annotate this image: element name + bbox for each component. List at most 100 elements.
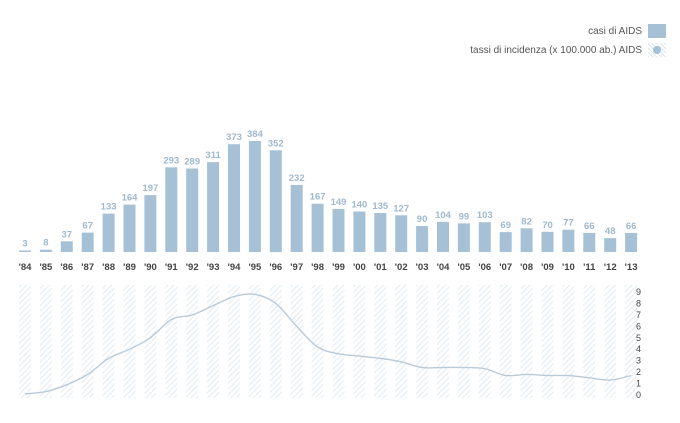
rate-background-column <box>39 285 52 398</box>
rate-background-column <box>228 285 240 398</box>
case-bar <box>144 195 157 252</box>
case-bar-value-label: 149 <box>331 197 347 208</box>
case-bar-value-label: 311 <box>205 150 221 161</box>
rate-background-column <box>102 285 115 398</box>
case-bar-value-label: 66 <box>584 221 595 232</box>
case-bar <box>332 208 345 252</box>
case-bar-value-label: 167 <box>310 192 326 203</box>
case-bar-value-label: 104 <box>435 210 452 221</box>
case-bar <box>39 249 52 252</box>
case-bar <box>186 168 199 252</box>
case-bar-value-label: 99 <box>459 211 470 222</box>
rate-background-column <box>395 285 408 398</box>
case-bar-value-label: 66 <box>626 221 637 232</box>
x-axis-year-label: '01 <box>374 262 388 273</box>
rate-background-column <box>562 285 575 398</box>
case-bar-value-label: 352 <box>268 138 284 149</box>
x-axis-year-label: '88 <box>102 262 115 273</box>
case-bar-value-label: 77 <box>563 218 574 229</box>
case-bar-value-label: 293 <box>163 155 179 166</box>
case-bar-value-label: 127 <box>393 203 409 214</box>
x-axis-year-label: '89 <box>123 262 136 273</box>
case-bar-value-label: 69 <box>500 220 511 231</box>
case-bar-value-label: 37 <box>62 229 73 240</box>
legend-cases-swatch <box>648 24 666 38</box>
case-bar-value-label: 90 <box>417 214 428 225</box>
rate-background-column <box>416 285 429 398</box>
case-bar <box>374 213 387 252</box>
rate-y-tick-label: 8 <box>636 298 641 308</box>
rate-background-column <box>290 285 303 398</box>
legend-cases: casi di AIDS <box>588 24 666 38</box>
rate-background-column <box>144 285 157 398</box>
case-bar-value-label: 133 <box>101 202 117 213</box>
x-axis-year-label: '06 <box>478 262 491 273</box>
case-bar <box>625 232 638 252</box>
x-axis-year-label: '03 <box>416 262 429 273</box>
rate-background-column <box>165 285 178 398</box>
x-axis-year-label: '94 <box>228 262 242 273</box>
rate-y-axis: 01 23 45 67 89 <box>636 287 641 400</box>
x-axis-year-label: '02 <box>395 262 408 273</box>
rate-background-column <box>19 285 31 398</box>
x-axis-year-label: '13 <box>625 262 638 273</box>
case-bar <box>457 223 470 252</box>
case-bar-value-label: 289 <box>184 157 200 168</box>
rate-background-column <box>374 285 387 398</box>
case-bar <box>562 229 575 252</box>
rate-background-column <box>457 285 470 398</box>
case-bar <box>395 215 408 252</box>
x-axis-year-label: '93 <box>207 262 220 273</box>
case-bar <box>228 144 240 252</box>
case-bar <box>290 184 303 252</box>
case-bar-value-label: 232 <box>289 173 305 184</box>
x-axis-year-label: '91 <box>165 262 179 273</box>
x-axis-year-label: '92 <box>186 262 199 273</box>
case-bar <box>541 231 554 252</box>
case-bar <box>437 221 449 252</box>
x-axis-year-label: '11 <box>583 262 596 273</box>
case-bar <box>165 167 178 252</box>
rate-y-tick-label: 4 <box>636 344 641 354</box>
rate-y-tick-label: 6 <box>636 321 641 331</box>
rate-background-column <box>353 285 366 398</box>
rate-background-column <box>541 285 554 398</box>
case-bar <box>81 232 94 252</box>
rate-background-columns <box>19 285 638 398</box>
x-axis-labels: '84 '85 '86 '87 '88 '89 '90 '91 '92 '93 '94 '95 '96 '… <box>19 262 638 273</box>
case-bar <box>19 250 31 252</box>
x-axis-year-label: '85 <box>39 262 53 273</box>
rate-background-column <box>625 285 638 398</box>
case-bar <box>123 204 136 252</box>
x-axis-year-label: '08 <box>520 262 533 273</box>
case-bar <box>248 141 261 252</box>
x-axis-year-label: '95 <box>248 262 262 273</box>
rate-y-tick-label: 0 <box>636 390 641 400</box>
rate-y-tick-label: 3 <box>636 356 641 366</box>
case-bar-value-label: 48 <box>605 226 616 237</box>
x-axis-year-label: '96 <box>269 262 282 273</box>
x-axis-year-label: '98 <box>311 262 324 273</box>
rate-background-column <box>604 285 617 398</box>
rate-background-column <box>332 285 345 398</box>
incidence-rate-line <box>24 293 632 395</box>
case-bar <box>353 211 366 252</box>
x-axis-year-label: '84 <box>19 262 33 273</box>
x-axis-year-label: '09 <box>541 262 554 273</box>
case-bar-value-label: 3 <box>22 239 27 250</box>
rate-background-column <box>437 285 449 398</box>
x-axis-year-label: '00 <box>353 262 366 273</box>
rate-background-column <box>248 285 261 398</box>
rate-background-column <box>81 285 94 398</box>
legend-cases-label: casi di AIDS <box>588 25 642 37</box>
x-axis-year-label: '90 <box>144 262 157 273</box>
x-axis-year-label: '07 <box>499 262 512 273</box>
rate-background-column <box>207 285 220 398</box>
x-axis-year-label: '04 <box>437 262 451 273</box>
x-axis-year-label: '05 <box>457 262 471 273</box>
case-bar <box>604 238 617 252</box>
rate-y-tick-label: 5 <box>636 333 641 343</box>
x-axis-year-label: '97 <box>290 262 303 273</box>
